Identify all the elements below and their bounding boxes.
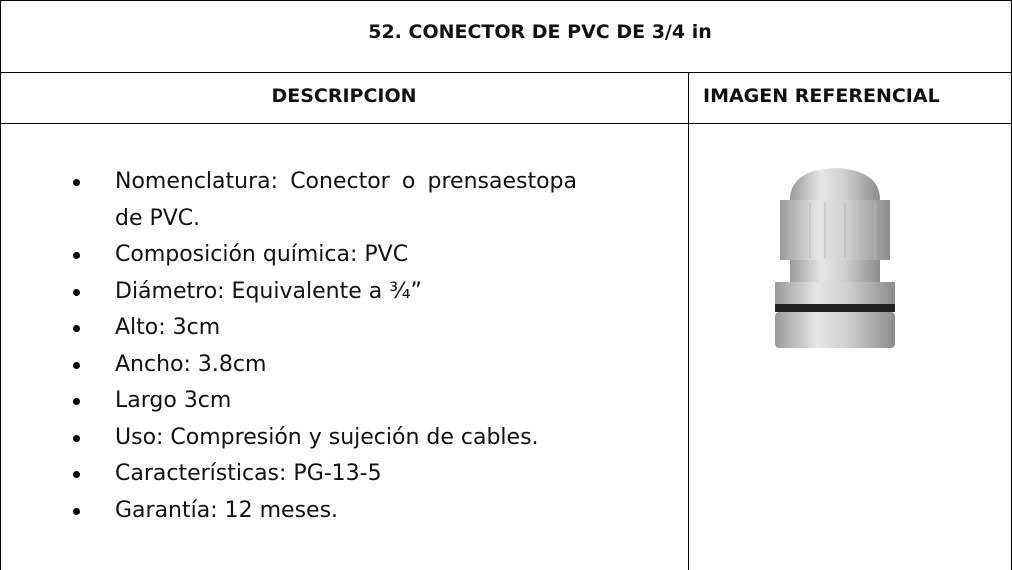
title: 52. CONECTOR DE PVC DE 3/4 in	[368, 21, 712, 43]
list-item: Composición química: PVC	[73, 237, 577, 274]
border	[0, 0, 1012, 1]
list-item: Garantía: 12 meses.	[73, 493, 577, 530]
border	[0, 72, 1012, 73]
list-item: Alto: 3cm	[73, 310, 577, 347]
list-item: Ancho: 3.8cm	[73, 347, 577, 384]
list-item: Uso: Compresión y sujeción de cables.	[73, 420, 577, 457]
list-item: Nomenclatura: Conector o prensaestopa de…	[73, 164, 577, 237]
list-item: Largo 3cm	[73, 383, 577, 420]
border	[0, 123, 1012, 124]
column-header: IMAGEN REFERENCIAL	[703, 85, 940, 107]
border	[0, 0, 1, 570]
column-header: DESCRIPCION	[271, 85, 417, 107]
list-item: Características: PG-13-5	[73, 456, 577, 493]
list-item: Diámetro: Equivalente a ¾”	[73, 274, 577, 311]
item-list: Nomenclatura: Conector o prensaestopa de…	[73, 164, 577, 530]
product-image	[775, 168, 895, 348]
border	[688, 72, 689, 570]
